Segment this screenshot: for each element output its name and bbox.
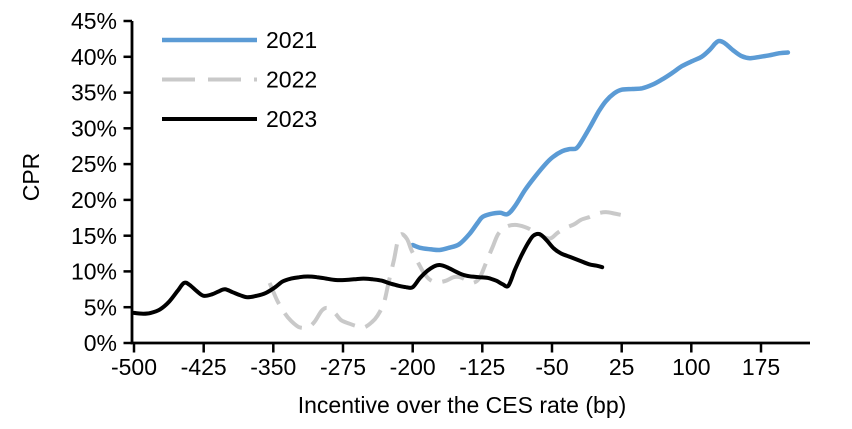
legend-label-2023: 2023 bbox=[266, 106, 317, 132]
x-tick-label: -275 bbox=[320, 354, 366, 380]
series-line-2022 bbox=[267, 210, 622, 330]
y-tick-label: 45% bbox=[71, 8, 117, 34]
y-tick-label: 15% bbox=[71, 223, 117, 249]
axes: 0% 5% 10% 15% 20% 25% 30% 35% 40% 45% -500 -425 -350… bbox=[71, 8, 810, 380]
series-lines bbox=[132, 38, 791, 330]
y-tick-label: 35% bbox=[71, 80, 117, 106]
legend-label-2021: 2021 bbox=[266, 27, 317, 53]
x-tick-label: -50 bbox=[535, 354, 568, 380]
y-tick-label: 25% bbox=[71, 151, 117, 177]
y-tick-label: 30% bbox=[71, 115, 117, 141]
y-tick-label: 10% bbox=[71, 258, 117, 284]
series-line-2021 bbox=[410, 38, 791, 253]
legend-label-2022: 2022 bbox=[266, 67, 317, 93]
x-axis-title: Incentive over the CES rate (bp) bbox=[298, 392, 627, 418]
y-axis-title: CPR bbox=[18, 153, 44, 202]
x-tick-label: 100 bbox=[672, 354, 710, 380]
y-tick-label: 20% bbox=[71, 187, 117, 213]
x-tick-label: -200 bbox=[390, 354, 436, 380]
x-tick-label: 175 bbox=[742, 354, 780, 380]
y-tick-label: 0% bbox=[84, 330, 117, 356]
x-tick-label: -125 bbox=[459, 354, 505, 380]
x-tick-label: 25 bbox=[609, 354, 635, 380]
series-line-2023 bbox=[132, 231, 605, 316]
legend-item-2023: 2023 bbox=[162, 106, 317, 132]
legend-item-2022: 2022 bbox=[162, 67, 317, 93]
y-tick-label: 40% bbox=[71, 44, 117, 70]
y-tick-label: 5% bbox=[84, 294, 117, 320]
x-tick-label: -500 bbox=[111, 354, 157, 380]
legend-item-2021: 2021 bbox=[162, 27, 317, 53]
x-tick-label: -350 bbox=[250, 354, 296, 380]
x-tick-label: -425 bbox=[181, 354, 227, 380]
legend: 2021 2022 2023 bbox=[162, 27, 317, 132]
